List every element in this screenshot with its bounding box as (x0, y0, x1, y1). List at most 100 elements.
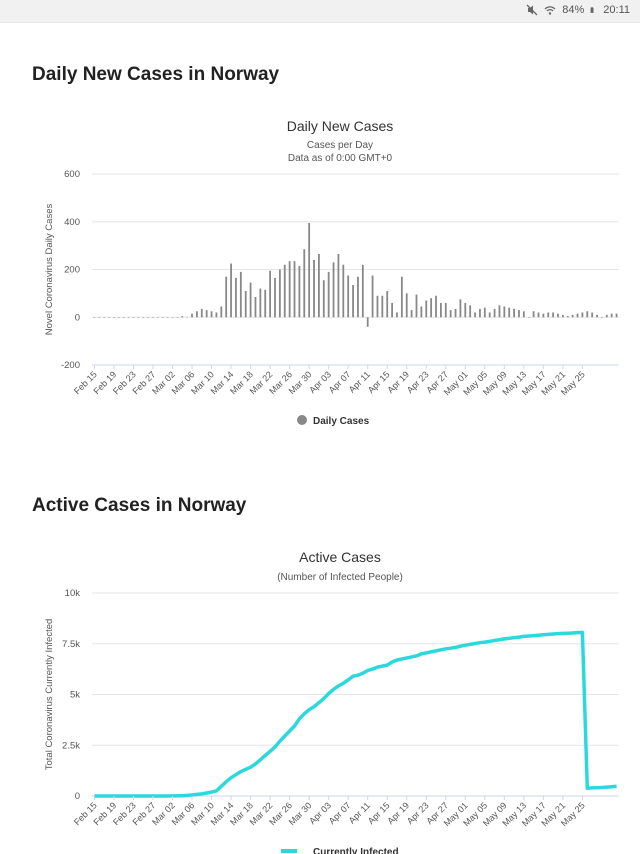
bar (205, 310, 208, 318)
bar (220, 306, 223, 318)
bar (122, 317, 125, 318)
bar (103, 317, 106, 318)
bar (581, 312, 584, 318)
bar (191, 313, 193, 318)
bar (352, 285, 354, 318)
bar (381, 295, 384, 318)
bar (386, 290, 389, 318)
y-tick-label: 400 (64, 217, 80, 228)
legend-marker (297, 415, 307, 425)
chart-title: Active Cases (299, 549, 381, 565)
bar (537, 312, 540, 318)
bar (566, 316, 569, 318)
y-tick-label: 0 (75, 791, 80, 802)
y-axis-label: Total Coronavirus Currently Infected (44, 619, 55, 771)
bar (444, 302, 447, 318)
bar (93, 317, 96, 318)
active-cases-chart: Active Cases (Number of Infected People) 0… (44, 549, 619, 854)
bar (186, 316, 189, 318)
bar (405, 293, 408, 318)
bar (308, 222, 311, 318)
bar (283, 264, 286, 318)
bar (425, 300, 428, 318)
chart-subtitle: Cases per Day (307, 140, 373, 151)
bar (527, 317, 530, 318)
bar (542, 313, 545, 318)
bar (171, 317, 174, 318)
bar (474, 312, 476, 318)
x-tick-label: Apr 07 (327, 369, 353, 395)
bar (137, 317, 140, 318)
bar (376, 295, 379, 318)
bar (132, 317, 135, 318)
mute-icon (526, 4, 538, 16)
bar (396, 312, 398, 318)
y-tick-label: 200 (64, 265, 80, 276)
legend-label: Currently Infected (313, 847, 399, 854)
bar (503, 306, 506, 318)
y-tick-label: 600 (64, 169, 80, 180)
section-title-active: Active Cases in Norway (32, 495, 247, 516)
bar (610, 313, 613, 318)
bar (244, 290, 247, 318)
wifi-icon (544, 6, 556, 15)
bar (230, 263, 232, 318)
bar (176, 317, 179, 318)
section-title-daily: Daily New Cases in Norway (32, 64, 280, 85)
y-tick-label: 5k (70, 690, 80, 701)
y-tick-label: 2.5k (62, 740, 80, 751)
bar (371, 275, 374, 318)
bar (249, 282, 252, 318)
bar (342, 264, 345, 318)
bar (366, 317, 369, 327)
y-tick-label: -200 (61, 360, 80, 371)
bar (142, 317, 145, 318)
chart-title: Daily New Cases (287, 118, 394, 134)
bar (210, 311, 213, 318)
bar (410, 310, 413, 318)
bar (483, 307, 486, 318)
bar (332, 262, 335, 318)
bar (264, 289, 267, 318)
bar (225, 276, 228, 318)
y-axis-label: Novel Coronavirus Daily Cases (44, 204, 55, 336)
bar (357, 276, 359, 318)
bar (235, 277, 237, 318)
bar (278, 269, 281, 318)
bar (117, 317, 120, 318)
bar (108, 317, 110, 318)
y-tick-label: 10k (65, 588, 81, 599)
daily-cases-chart: Daily New Cases Cases per Day Data as of 0… (44, 118, 619, 427)
bar (200, 308, 203, 318)
status-bar: 84% 20:11 (0, 0, 640, 23)
bar (591, 312, 594, 318)
bar (469, 305, 472, 318)
battery-icon (590, 6, 594, 13)
bar (459, 299, 462, 318)
bar (347, 275, 350, 318)
bar (596, 314, 598, 318)
bar (161, 317, 164, 318)
bar (293, 261, 296, 318)
battery-percent: 84% (562, 4, 585, 16)
bar (557, 313, 559, 318)
bar (518, 310, 520, 318)
bar (571, 314, 574, 318)
bar (576, 313, 579, 318)
bar (196, 311, 198, 318)
bar (147, 317, 150, 318)
bar (98, 317, 101, 318)
bar (479, 308, 481, 318)
chart-subtitle: Data as of 0:00 GMT+0 (288, 153, 393, 164)
series-line (94, 630, 617, 798)
bar (532, 311, 535, 318)
bar (327, 271, 330, 318)
bar (259, 288, 262, 318)
bar (215, 312, 218, 318)
bar (318, 253, 320, 318)
bar (322, 280, 325, 318)
bar (439, 302, 442, 318)
bar (430, 298, 433, 318)
bar (605, 314, 608, 318)
bar (166, 317, 169, 318)
